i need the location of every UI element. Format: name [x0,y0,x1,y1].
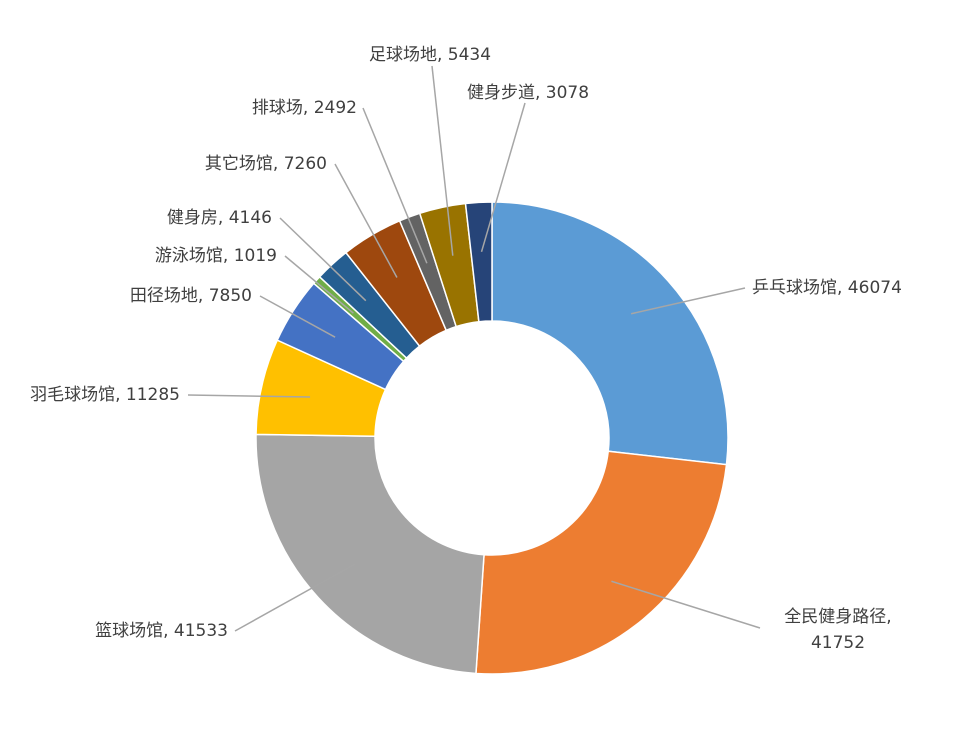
leader-lines [187,65,761,632]
data-label: 足球场地, 5434 [369,45,491,65]
data-label: 游泳场馆, 1019 [155,246,277,266]
donut-slice [464,201,493,323]
data-label-line: 健身步道, 3078 [467,83,589,103]
leader-line [630,287,746,315]
data-label-line: 乒乓球场馆, 46074 [752,278,902,298]
data-label-line: 41752 [811,633,865,653]
leader-line [234,563,356,632]
donut-slice [491,201,729,466]
leader-line [279,217,367,302]
data-label: 乒乓球场馆, 46074 [752,278,902,298]
data-label: 其它场馆, 7260 [205,154,327,174]
data-label-line: 游泳场馆, 1019 [155,246,277,266]
leader-line [187,394,311,398]
data-labels: 乒乓球场馆, 46074 全民健身路径, 41752 篮球场馆, 41533 羽毛球场馆… [30,45,902,653]
leader-line [284,255,354,314]
donut-slice [255,433,485,675]
data-label: 健身步道, 3078 [467,83,589,103]
leader-line [480,102,526,253]
leader-line [611,580,761,629]
data-label: 全民健身路径, 41752 [784,607,891,653]
donut-slice [475,450,728,675]
data-label-line: 篮球场馆, 41533 [95,621,228,641]
data-label: 篮球场馆, 41533 [95,621,228,641]
donut-slices [255,201,729,675]
data-label-line: 排球场, 2492 [252,98,357,118]
leader-line [259,295,336,338]
data-label-line: 田径场地, 7850 [130,286,252,306]
leader-line [431,65,454,256]
data-label-line: 其它场馆, 7260 [205,154,327,174]
data-label-line: 全民健身路径, [784,607,891,627]
data-label-line: 健身房, 4146 [167,208,272,228]
data-label-line: 足球场地, 5434 [369,45,491,65]
data-label: 田径场地, 7850 [130,286,252,306]
data-label: 健身房, 4146 [167,208,272,228]
data-label-line: 羽毛球场馆, 11285 [30,385,180,405]
data-label: 排球场, 2492 [252,98,357,118]
leader-line [334,163,398,278]
data-label: 羽毛球场馆, 11285 [30,385,180,405]
leader-line [362,107,428,264]
